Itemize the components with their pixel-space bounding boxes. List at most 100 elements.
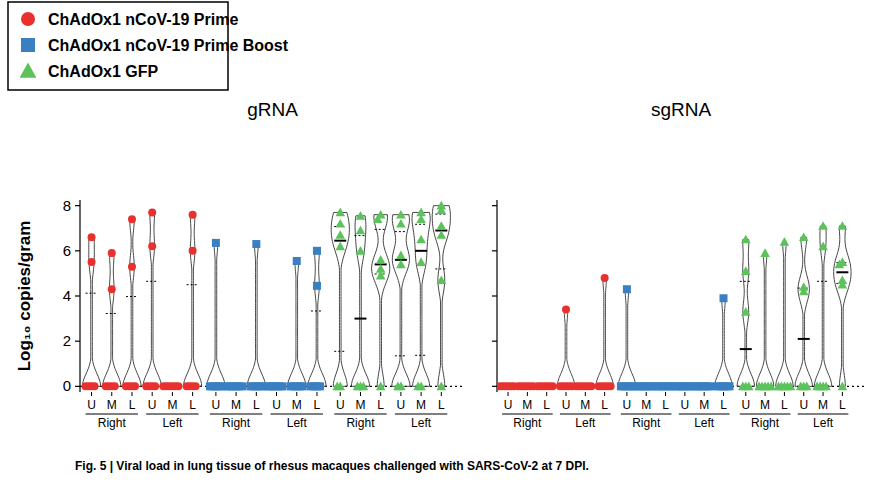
data-point	[359, 382, 369, 391]
data-point	[142, 382, 150, 390]
violin	[247, 244, 265, 386]
data-point	[299, 382, 307, 390]
violin	[207, 243, 225, 386]
data-point	[335, 230, 345, 239]
data-point	[91, 382, 99, 390]
quartile-line	[395, 355, 407, 356]
group-line	[502, 414, 553, 415]
data-point	[396, 210, 406, 219]
data-point	[356, 226, 366, 235]
data-point	[437, 230, 447, 239]
y-tick-label: 8	[63, 197, 71, 214]
data-point	[416, 257, 426, 266]
x-tick-label: U	[681, 398, 690, 412]
x-tick	[684, 392, 685, 396]
violin	[618, 289, 635, 386]
quartile-line	[187, 284, 199, 285]
data-point	[316, 382, 324, 390]
legend-label: ChAdOx1 nCoV-19 Prime Boost	[48, 37, 289, 54]
data-point	[838, 280, 848, 289]
x-tick	[723, 392, 724, 396]
legend: ChAdOx1 nCoV-19 PrimeChAdOx1 nCoV-19 Pri…	[8, 2, 289, 90]
data-point	[335, 208, 345, 217]
data-point	[741, 235, 751, 244]
x-tick	[626, 392, 627, 396]
x-tick	[152, 392, 153, 396]
x-tick-label: U	[799, 398, 808, 412]
data-point	[653, 382, 661, 390]
y-tick	[75, 386, 80, 387]
data-point	[313, 247, 321, 255]
data-point	[595, 382, 603, 390]
quartile-line	[334, 351, 346, 352]
x-tick-label: M	[355, 398, 365, 412]
violin	[331, 212, 349, 386]
x-tick	[665, 392, 666, 396]
x-tick-label: U	[336, 398, 345, 412]
x-tick-label: U	[272, 398, 281, 412]
quartile-line	[86, 293, 98, 294]
data-point	[818, 242, 828, 251]
quartile-line	[311, 310, 323, 311]
data-point	[376, 382, 386, 391]
data-point	[307, 382, 315, 390]
data-point	[572, 382, 580, 390]
y-tick	[492, 295, 497, 296]
data-point	[189, 211, 197, 219]
data-point	[102, 382, 110, 390]
data-point	[206, 382, 214, 390]
x-tick	[646, 392, 647, 396]
x-tick-label: L	[839, 398, 846, 412]
violin	[557, 310, 574, 387]
data-point	[672, 382, 680, 390]
x-tick	[566, 392, 567, 396]
x-tick	[441, 392, 442, 396]
data-point	[246, 382, 254, 390]
x-tick	[745, 392, 746, 396]
quartile-line	[146, 281, 158, 282]
data-point	[335, 242, 345, 251]
x-tick-label: M	[292, 398, 302, 412]
data-point	[437, 221, 447, 230]
violin	[288, 261, 306, 386]
median-line	[334, 240, 346, 242]
x-tick	[172, 392, 173, 396]
data-point	[556, 382, 564, 390]
x-tick	[380, 392, 381, 396]
data-point	[335, 219, 345, 228]
violin	[596, 278, 613, 386]
x-tick	[360, 392, 361, 396]
data-point	[108, 249, 116, 257]
data-point	[313, 282, 321, 290]
x-tick	[784, 392, 785, 396]
violin	[834, 226, 851, 386]
group-line	[146, 414, 198, 415]
group-label: Right	[751, 416, 780, 430]
data-point	[148, 242, 156, 250]
x-tick-label: U	[504, 398, 513, 412]
median-line	[415, 250, 427, 252]
data-point	[332, 382, 342, 391]
x-tick-label: U	[623, 398, 632, 412]
data-point	[376, 271, 386, 280]
background	[0, 0, 869, 495]
data-point	[437, 382, 447, 391]
legend-marker	[20, 63, 37, 78]
data-point	[128, 215, 136, 223]
x-tick	[803, 392, 804, 396]
data-point	[741, 307, 751, 316]
quartile-line	[817, 281, 829, 282]
violin	[412, 212, 430, 386]
x-tick-label: M	[641, 398, 651, 412]
group-line	[271, 414, 323, 415]
y-tick	[492, 386, 497, 387]
group-label: Left	[575, 416, 596, 430]
y-tick-label: 4	[63, 287, 71, 304]
data-point	[835, 260, 845, 269]
data-point	[264, 382, 272, 390]
data-point	[183, 382, 191, 390]
data-point	[534, 382, 542, 390]
data-point	[720, 294, 728, 302]
quartile-line	[375, 229, 387, 230]
data-point	[252, 240, 260, 248]
